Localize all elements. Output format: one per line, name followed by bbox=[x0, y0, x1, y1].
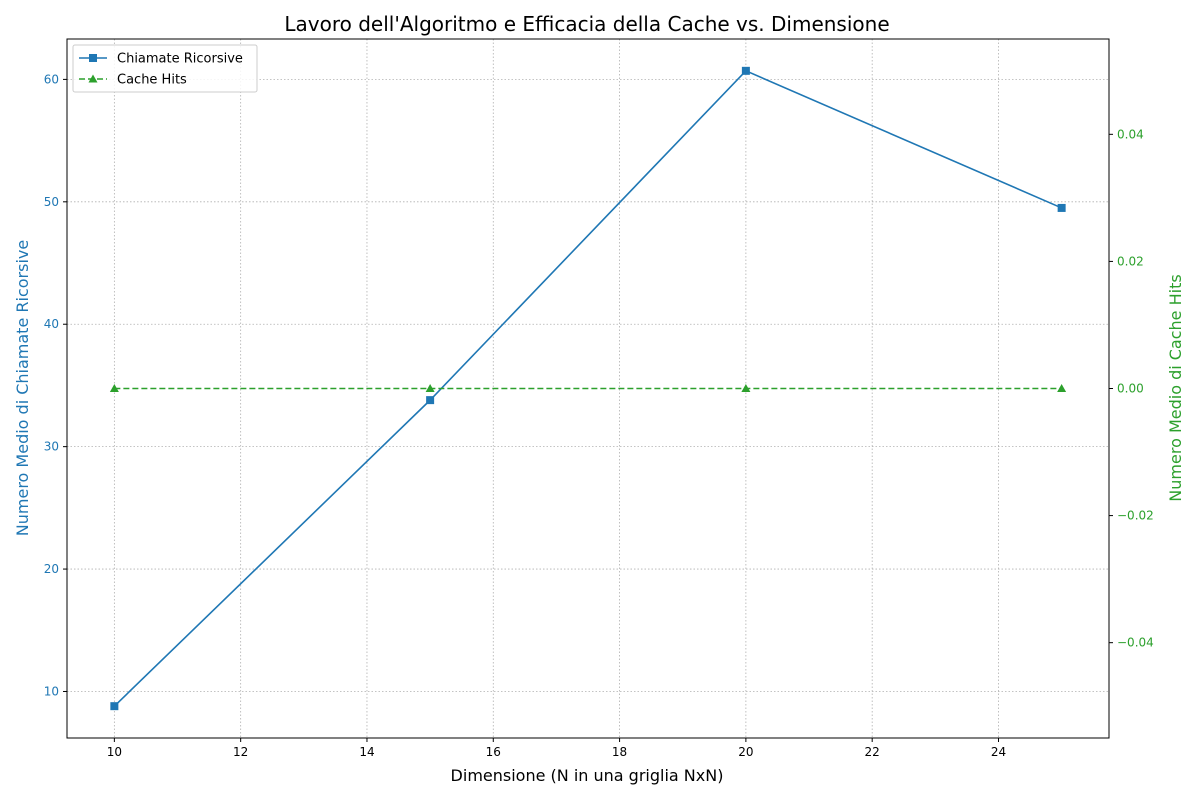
left-y-tick-label: 20 bbox=[44, 562, 59, 576]
left-y-tick-label: 40 bbox=[44, 317, 59, 331]
data-point-square bbox=[1057, 203, 1066, 212]
right-y-tick-label: 0.04 bbox=[1117, 127, 1144, 141]
series-layer bbox=[109, 66, 1067, 711]
data-point-triangle bbox=[109, 384, 119, 392]
x-axis-label: Dimensione (N in una griglia NxN) bbox=[451, 766, 724, 785]
legend-label: Chiamate Ricorsive bbox=[117, 52, 243, 67]
data-point-triangle bbox=[425, 384, 435, 392]
x-tick-label: 16 bbox=[486, 745, 501, 759]
data-point-square bbox=[426, 396, 435, 405]
left-y-axis-label: Numero Medio di Chiamate Ricorsive bbox=[13, 240, 32, 536]
legend: Chiamate Ricorsive Cache Hits bbox=[72, 44, 258, 93]
left-y-tick-label: 10 bbox=[44, 684, 59, 698]
right-y-tick-label: −0.04 bbox=[1117, 636, 1154, 650]
legend-box bbox=[72, 44, 258, 93]
legend-label: Cache Hits bbox=[117, 73, 187, 88]
chart-title: Lavoro dell'Algoritmo e Efficacia della … bbox=[284, 12, 889, 36]
data-point-triangle bbox=[741, 384, 751, 392]
x-tick-label: 18 bbox=[612, 745, 627, 759]
x-tick-label: 14 bbox=[359, 745, 374, 759]
left-y-tick-label: 30 bbox=[44, 440, 59, 454]
right-y-tick-label: 0.00 bbox=[1117, 382, 1144, 396]
left-y-tick-label: 60 bbox=[44, 72, 59, 86]
data-point-square bbox=[741, 66, 750, 75]
x-tick-label: 20 bbox=[738, 745, 753, 759]
right-y-axis-label: Numero Medio di Cache Hits bbox=[1166, 274, 1185, 501]
right-y-axis-ticks: −0.04 −0.02 0.00 0.02 0.04 bbox=[1109, 127, 1154, 650]
x-tick-label: 10 bbox=[107, 745, 122, 759]
x-tick-label: 12 bbox=[233, 745, 248, 759]
left-y-axis-ticks: 10 20 30 40 50 60 bbox=[44, 72, 67, 698]
left-y-tick-label: 50 bbox=[44, 195, 59, 209]
data-point-triangle bbox=[1057, 384, 1067, 392]
right-y-tick-label: 0.02 bbox=[1117, 254, 1144, 268]
right-y-tick-label: −0.02 bbox=[1117, 509, 1154, 523]
legend-marker-square bbox=[89, 54, 97, 62]
x-axis-ticks: 10 12 14 16 18 20 22 24 bbox=[107, 738, 1006, 759]
series-line-chiamate bbox=[113, 69, 1062, 707]
data-point-square bbox=[110, 702, 119, 711]
legend-marker-triangle bbox=[88, 74, 98, 83]
x-tick-label: 22 bbox=[865, 745, 880, 759]
grid bbox=[67, 39, 1109, 738]
x-tick-label: 24 bbox=[991, 745, 1006, 759]
